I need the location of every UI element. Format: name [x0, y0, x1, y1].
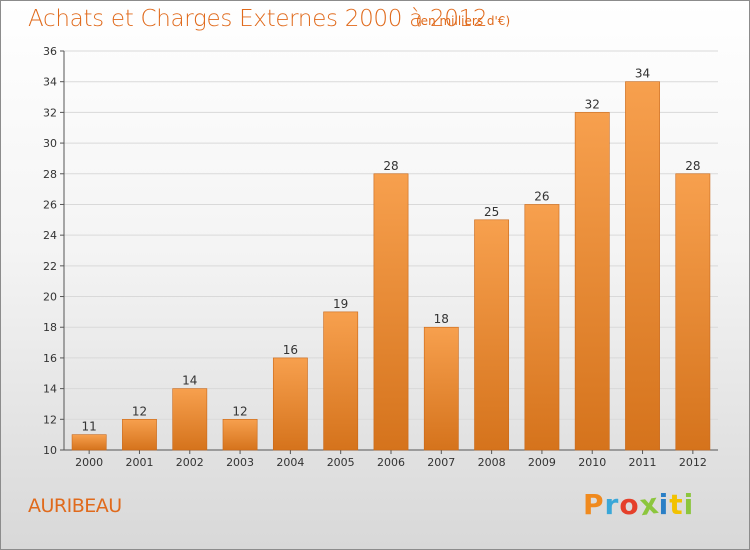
y-tick-label: 32 — [43, 106, 57, 119]
y-tick-label: 22 — [43, 260, 57, 273]
bar-2002 — [172, 388, 208, 451]
value-label: 14 — [182, 374, 197, 388]
logo-letter: i — [683, 488, 695, 521]
bar-2008 — [474, 219, 510, 451]
logo-letter: o — [619, 488, 640, 521]
y-tick-label: 16 — [43, 352, 57, 365]
value-label: 28 — [685, 159, 700, 173]
x-tick-label: 2000 — [75, 456, 103, 469]
bar-2005 — [323, 311, 359, 451]
y-tick-label: 34 — [43, 76, 57, 89]
x-tick-label: 2005 — [327, 456, 355, 469]
x-tick-label: 2004 — [276, 456, 304, 469]
value-label: 18 — [434, 312, 449, 326]
value-label: 26 — [534, 189, 549, 203]
proxiti-logo[interactable]: Proxiti — [583, 486, 695, 523]
x-tick-label: 2001 — [125, 456, 153, 469]
chart-title: Achats et Charges Externes 2000 à 2012 — [28, 6, 488, 32]
value-label: 19 — [333, 297, 348, 311]
y-tick-label: 30 — [43, 137, 57, 150]
x-tick-label: 2006 — [377, 456, 405, 469]
value-label: 16 — [283, 343, 298, 357]
x-tick-label: 2011 — [629, 456, 657, 469]
logo-letter: r — [604, 488, 620, 521]
y-tick-label: 26 — [43, 198, 57, 211]
value-label: 32 — [585, 97, 600, 111]
logo-letter: t — [669, 488, 684, 521]
labels: 10 12 14 16 18 20 22 24 26 28 30 32 34 36 2000 11 2001 12… — [43, 45, 707, 469]
bars — [71, 81, 711, 451]
bar-2001 — [122, 419, 157, 451]
bar-2012 — [675, 173, 711, 451]
logo-letter: P — [583, 488, 605, 521]
value-label: 12 — [132, 404, 147, 418]
x-tick-label: 2007 — [427, 456, 455, 469]
x-tick-label: 2002 — [176, 456, 204, 469]
y-tick-label: 10 — [43, 444, 57, 457]
bar-2011 — [625, 81, 660, 451]
bar-2000 — [71, 434, 107, 451]
y-tick-label: 36 — [43, 45, 57, 58]
value-label: 11 — [82, 420, 97, 434]
y-tick-label: 28 — [43, 168, 57, 181]
bar-2007 — [423, 326, 459, 451]
logo-letter: i — [658, 488, 670, 521]
value-label: 28 — [383, 159, 398, 173]
y-tick-label: 20 — [43, 291, 57, 304]
bar-2003 — [222, 419, 258, 451]
y-tick-label: 18 — [43, 321, 57, 334]
bar-2009 — [524, 204, 560, 451]
bar-2006 — [373, 173, 409, 451]
y-tick-label: 12 — [43, 413, 57, 426]
x-tick-label: 2003 — [226, 456, 254, 469]
value-label: 34 — [635, 67, 650, 81]
bar-2004 — [272, 357, 308, 451]
bar-2010 — [574, 112, 610, 451]
x-tick-label: 2010 — [578, 456, 606, 469]
x-tick-label: 2009 — [528, 456, 556, 469]
place-name: AURIBEAU — [28, 495, 122, 517]
value-label: 12 — [232, 404, 247, 418]
x-tick-label: 2012 — [679, 456, 707, 469]
x-tick-label: 2008 — [478, 456, 506, 469]
logo-letter: x — [637, 486, 661, 523]
y-tick-label: 24 — [43, 229, 57, 242]
value-label: 25 — [484, 205, 499, 219]
y-tick-label: 14 — [43, 383, 57, 396]
chart-subtitle: (en milliers d'€) — [416, 14, 511, 28]
